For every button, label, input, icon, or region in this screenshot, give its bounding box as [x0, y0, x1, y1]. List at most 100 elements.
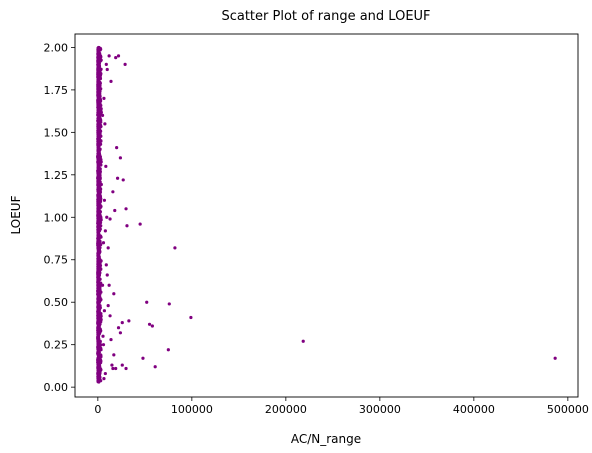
- data-point: [96, 325, 100, 329]
- data-point: [113, 208, 117, 213]
- data-point: [109, 337, 113, 342]
- x-axis: 0 100000 200000 300000 400000 500000: [94, 397, 589, 416]
- data-point: [114, 366, 118, 371]
- x-tick-label: 100000: [171, 403, 213, 416]
- data-point: [101, 334, 105, 338]
- y-axis-label: LOEUF: [9, 195, 23, 234]
- data-point: [99, 313, 103, 317]
- x-tick-label: 0: [94, 403, 101, 416]
- data-point: [99, 110, 103, 114]
- data-point: [124, 207, 128, 211]
- data-point: [96, 298, 100, 302]
- data-point: [110, 363, 114, 367]
- data-point: [97, 127, 101, 131]
- data-point: [96, 242, 100, 247]
- data-point: [96, 301, 100, 305]
- data-point: [98, 250, 102, 254]
- data-point: [99, 361, 103, 365]
- data-points: [96, 45, 557, 384]
- data-point: [108, 217, 112, 221]
- data-point: [147, 322, 152, 326]
- chart-title: Scatter Plot of range and LOEUF: [221, 9, 430, 24]
- data-point: [98, 220, 103, 225]
- data-point: [96, 337, 100, 342]
- data-point: [96, 193, 100, 197]
- data-point: [108, 314, 112, 318]
- y-tick-label: 0.00: [44, 381, 69, 394]
- data-point: [96, 280, 100, 284]
- data-point: [96, 319, 100, 323]
- data-point: [102, 96, 106, 100]
- data-point: [125, 224, 129, 228]
- data-point: [96, 366, 100, 370]
- data-point: [96, 322, 100, 326]
- data-point: [96, 149, 100, 153]
- data-point: [98, 94, 102, 98]
- data-point: [97, 65, 101, 70]
- data-point: [96, 307, 100, 311]
- data-point: [97, 290, 101, 294]
- data-point: [96, 130, 100, 135]
- data-point: [99, 217, 103, 221]
- y-tick-label: 1.00: [44, 211, 69, 224]
- data-point: [553, 356, 557, 360]
- data-point: [96, 265, 100, 269]
- data-point: [96, 293, 100, 297]
- data-point: [96, 362, 100, 366]
- data-point: [101, 241, 106, 245]
- plot-frame: [74, 33, 579, 398]
- data-point: [98, 282, 102, 286]
- data-point: [98, 171, 102, 175]
- data-point: [98, 117, 102, 121]
- data-point: [97, 182, 101, 187]
- data-point: [96, 220, 100, 225]
- y-tick-label: 0.25: [44, 339, 69, 352]
- data-point: [96, 255, 101, 259]
- y-axis: 0.00 0.25 0.50 0.75 1.00 1.25 1.50 1.75 2.00: [44, 41, 75, 394]
- data-point: [99, 348, 103, 352]
- data-point: [116, 326, 121, 330]
- data-point: [127, 319, 131, 323]
- data-point: [101, 343, 106, 347]
- data-point: [96, 87, 100, 91]
- data-point: [97, 353, 101, 358]
- data-point: [138, 222, 142, 226]
- data-point: [114, 56, 118, 60]
- data-point: [118, 331, 123, 335]
- data-point: [96, 346, 100, 350]
- data-point: [96, 371, 100, 375]
- data-point: [150, 324, 154, 328]
- data-point: [96, 154, 100, 158]
- data-point: [96, 199, 100, 204]
- data-point: [173, 246, 177, 250]
- data-point: [99, 157, 103, 162]
- data-point: [97, 76, 102, 80]
- data-point: [97, 368, 101, 372]
- y-tick-label: 0.50: [44, 296, 69, 309]
- data-point: [102, 377, 106, 381]
- data-point: [121, 178, 125, 182]
- y-tick-label: 1.50: [44, 126, 69, 139]
- data-point: [104, 263, 108, 267]
- data-point: [96, 63, 100, 67]
- data-point: [96, 82, 100, 86]
- data-point: [97, 332, 101, 336]
- y-tick-label: 2.00: [44, 41, 69, 54]
- data-point: [96, 216, 100, 221]
- y-tick-label: 0.75: [44, 254, 69, 267]
- data-point: [97, 45, 101, 50]
- data-point: [96, 261, 101, 265]
- data-point: [111, 366, 115, 371]
- data-point: [153, 365, 157, 369]
- data-point: [96, 224, 100, 228]
- y-tick-label: 1.25: [44, 169, 69, 182]
- data-point: [98, 107, 102, 111]
- data-point: [107, 283, 111, 287]
- data-point: [102, 198, 107, 202]
- data-point: [98, 91, 102, 95]
- x-tick-label: 500000: [547, 403, 589, 416]
- data-point: [105, 67, 109, 72]
- data-point: [98, 173, 102, 178]
- data-point: [104, 62, 108, 67]
- data-point: [97, 357, 101, 361]
